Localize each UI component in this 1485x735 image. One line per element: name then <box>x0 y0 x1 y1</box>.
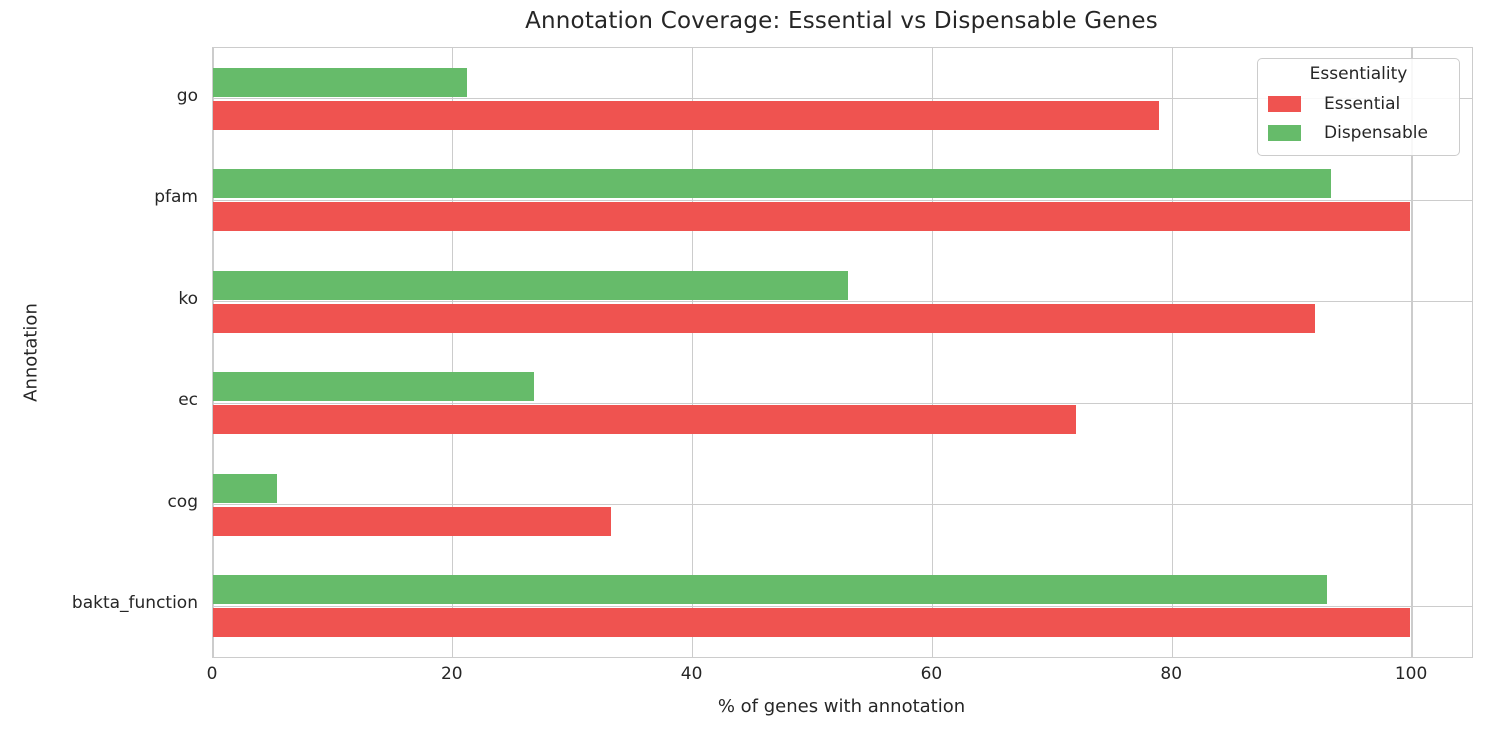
bar-essential-go <box>213 100 1160 130</box>
bar-dispensable-ko <box>213 270 849 300</box>
bar-dispensable-ec <box>213 372 535 402</box>
legend-entry-label-essential: Essential <box>1324 93 1401 114</box>
y-axis-label: Annotation <box>20 303 42 402</box>
bar-essential-pfam <box>213 202 1410 232</box>
gridline-horizontal <box>213 605 1472 607</box>
legend-entry-dispensable: Dispensable <box>1268 118 1449 147</box>
x-tick-label-20: 20 <box>440 664 463 684</box>
gridline-vertical <box>1171 48 1173 657</box>
gridline-horizontal <box>213 301 1472 303</box>
bar-essential-bakta_function <box>213 608 1410 638</box>
y-tick-label-pfam: pfam <box>154 187 198 208</box>
legend-title: Essentiality <box>1309 64 1408 84</box>
legend-entry-label-dispensable: Dispensable <box>1324 122 1428 143</box>
legend-swatch-essential <box>1268 95 1301 112</box>
gridline-horizontal <box>213 402 1472 404</box>
bar-dispensable-pfam <box>213 169 1331 199</box>
y-tick-label-ko: ko <box>178 288 198 309</box>
x-tick-label-40: 40 <box>680 664 703 684</box>
gridline-horizontal <box>213 199 1472 201</box>
gridline-vertical <box>1411 48 1413 657</box>
y-tick-label-bakta_function: bakta_function <box>71 593 198 614</box>
bar-essential-ko <box>213 303 1315 333</box>
gridline-vertical <box>212 48 214 657</box>
x-tick-label-100: 100 <box>1394 664 1428 684</box>
bar-dispensable-bakta_function <box>213 575 1327 605</box>
x-tick-label-60: 60 <box>920 664 943 684</box>
y-tick-label-cog: cog <box>167 491 198 512</box>
legend-swatch-dispensable <box>1268 124 1301 141</box>
bar-essential-cog <box>213 506 612 536</box>
gridline-horizontal <box>213 98 1472 100</box>
x-tick-label-0: 0 <box>206 664 218 684</box>
chart-title: Annotation Coverage: Essential vs Dispen… <box>525 8 1158 34</box>
y-tick-label-go: go <box>176 85 198 106</box>
y-tick-label-ec: ec <box>178 390 198 411</box>
bar-dispensable-go <box>213 67 468 97</box>
gridline-vertical <box>452 48 454 657</box>
gridline-vertical <box>691 48 694 657</box>
legend: Essentiality Essential Dispensable <box>1257 58 1460 156</box>
legend-entry-essential: Essential <box>1268 89 1449 118</box>
x-axis-label: % of genes with annotation <box>717 696 966 717</box>
x-tick-label-80: 80 <box>1160 664 1183 684</box>
gridline-horizontal <box>213 504 1472 506</box>
gridline-vertical <box>931 48 934 657</box>
bar-essential-ec <box>213 405 1077 435</box>
bar-dispensable-cog <box>213 473 277 503</box>
